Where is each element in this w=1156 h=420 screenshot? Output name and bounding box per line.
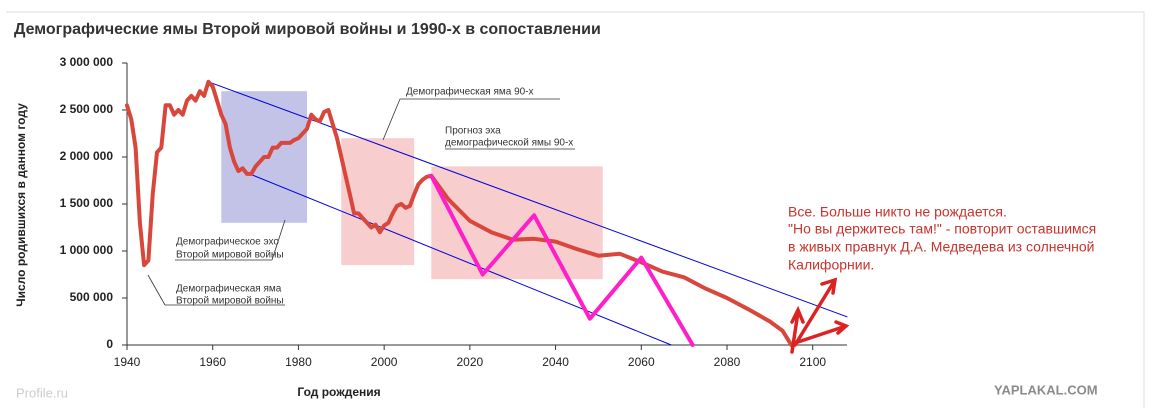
x-tick-label: 2000 (371, 355, 398, 369)
leader (147, 274, 166, 306)
frame (6, 11, 1145, 408)
comment: Все. Больше никто не рождается. (788, 204, 1007, 220)
annotation: Второй мировой войны (176, 296, 284, 307)
comment: в живых правнук Д.А. Медведева из солнеч… (788, 239, 1094, 255)
watermark: YAPLAKAL.COM (994, 382, 1098, 397)
comment: "Но вы держитесь там!" - повторит оставш… (788, 221, 1096, 237)
y-tick-label: 3 000 000 (60, 55, 114, 69)
annotation: Демографическая яма 90-х (406, 86, 534, 98)
x-axis-label: Год рождения (297, 385, 380, 399)
annotation: Демографическое эхо (176, 236, 279, 248)
watermark: Profile.ru (16, 385, 68, 400)
x-tick-label: 2080 (714, 355, 741, 369)
annotation: Демографическая яма (176, 283, 282, 295)
y-tick-label: 2 000 000 (60, 149, 114, 163)
x-tick-label: 2020 (457, 355, 484, 369)
plot: 0 500 000 1 000 000 1 500 000 2 000 000 2 500… (60, 55, 848, 369)
leader (271, 219, 286, 261)
annotation: Прогноз эха (445, 126, 501, 137)
y-tick-label: 1 500 000 (60, 196, 114, 210)
arrow (796, 320, 850, 344)
x-tick-label: 2060 (628, 355, 655, 369)
y-axis-label: Число родившихся в данном году (14, 103, 28, 307)
arrows (790, 277, 850, 354)
comment: Калифорнии. (788, 257, 874, 273)
x-tick-label: 1960 (199, 355, 226, 369)
line-series (244, 171, 672, 346)
arrow (793, 277, 838, 347)
leaders (147, 98, 575, 306)
y-tick-label: 1 000 000 (60, 243, 114, 257)
annotation: Второй мировой войны (176, 250, 284, 261)
line-series (429, 173, 695, 347)
x-tick-label: 2040 (542, 355, 569, 369)
line-series (125, 79, 794, 347)
leader (382, 98, 401, 141)
annotation: демографической ямы 90-х (445, 137, 573, 149)
x-tick-label: 2100 (799, 355, 826, 369)
x-tick-label: 1980 (285, 355, 312, 369)
y-tick-label: 500 000 (70, 290, 114, 304)
arrow (790, 305, 805, 354)
region (431, 166, 603, 280)
y-tick-label: 0 (106, 337, 113, 351)
y-tick-label: 2 500 000 (60, 102, 114, 116)
x-tick-label: 1940 (114, 355, 141, 369)
chart-title: Демографические ямы Второй мировой войны… (14, 21, 601, 38)
